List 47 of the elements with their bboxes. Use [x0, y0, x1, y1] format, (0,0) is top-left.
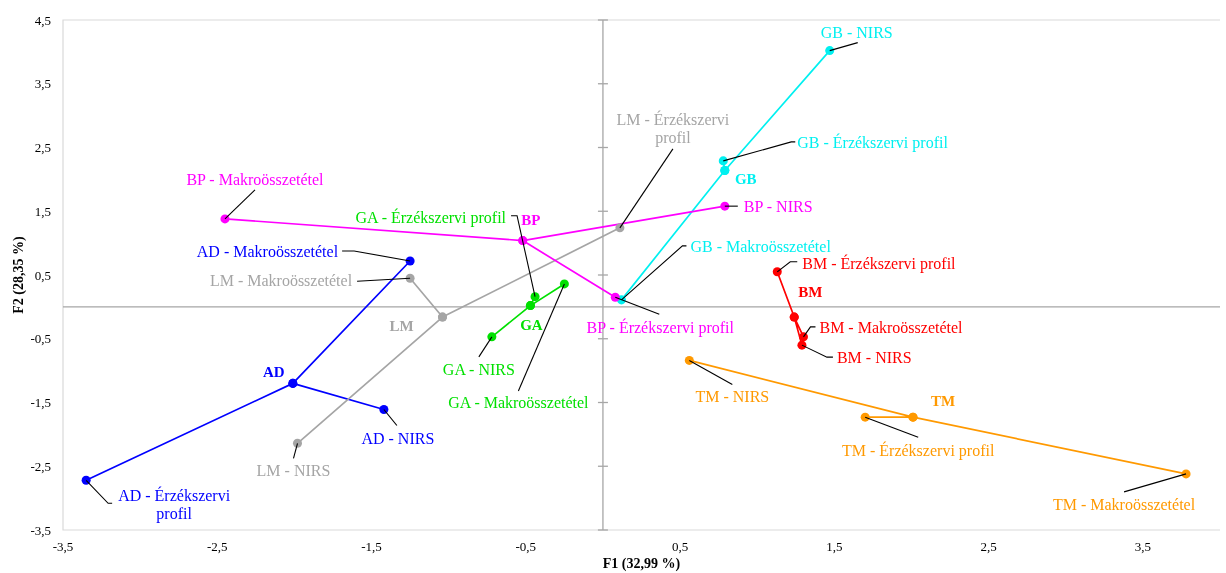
- annotation: BM - Makroösszetétel: [819, 318, 964, 336]
- x-tick-label: 0,5: [671, 539, 689, 554]
- y-tick-label: -1,5: [30, 395, 51, 410]
- x-tick-label: -3,5: [52, 539, 74, 554]
- y-tick-label: -2,5: [30, 458, 51, 474]
- y-tick-label: 1,5: [34, 203, 51, 219]
- annotation: TM - Érzékszervi profil: [841, 441, 995, 461]
- y-tick-label: 3,5: [34, 76, 51, 92]
- annotation: GB - NIRS: [820, 23, 893, 41]
- y-tick-label: 2,5: [34, 140, 51, 155]
- annotation: GA - Makroösszetétel: [448, 393, 590, 411]
- series-label: TM: [930, 393, 956, 410]
- annotation: LM - NIRS: [256, 462, 331, 480]
- annotation: TM - NIRS: [695, 388, 770, 406]
- annotation: BM - NIRS: [836, 349, 912, 367]
- annotation: BP - NIRS: [743, 198, 813, 216]
- x-tick-label: -1,5: [361, 539, 382, 554]
- x-tick-label: -0,5: [515, 539, 537, 554]
- x-tick-label: 2,5: [980, 539, 997, 554]
- annotation: AD - NIRS: [361, 429, 435, 447]
- x-tick-label: -2,5: [206, 539, 228, 554]
- x-tick-label: 3,5: [1134, 539, 1151, 554]
- annotation: GB - Érzékszervi profil: [797, 132, 949, 152]
- x-tick-label: 1,5: [826, 539, 843, 554]
- annotation: AD - Érzékszervi profil: [118, 486, 231, 524]
- series-label: LM: [389, 318, 414, 335]
- annotation: BM - Érzékszervi profil: [802, 253, 957, 273]
- series-label: GB: [734, 171, 757, 188]
- annotation: GA - Érzékszervi profil: [355, 207, 507, 227]
- annotation: BP - Makroösszetétel: [186, 170, 325, 188]
- series-label: AD: [263, 364, 285, 381]
- series-label: GA: [520, 316, 543, 333]
- y-axis-title: F2 (28,35 %): [11, 235, 27, 314]
- annotation: AD - Makroösszetétel: [196, 242, 339, 260]
- x-axis-title: F1 (32,99 %): [602, 556, 681, 572]
- y-tick-label: 0,5: [34, 267, 51, 283]
- annotation: LM - Makroösszetétel: [209, 272, 353, 290]
- y-tick-label: -3,5: [30, 522, 51, 538]
- series-label: BP: [521, 211, 541, 228]
- series-label: BM: [798, 284, 823, 301]
- annotation: TM - Makroösszetétel: [1052, 495, 1196, 513]
- y-tick-label: 4,5: [34, 12, 51, 28]
- y-tick-label: -0,5: [30, 331, 51, 347]
- annotation: GB - Makroösszetétel: [690, 237, 832, 255]
- annotation: BP - Érzékszervi profil: [586, 318, 735, 338]
- annotation: GA - NIRS: [442, 360, 515, 378]
- annotation: LM - Érzékszervi profil: [616, 109, 730, 147]
